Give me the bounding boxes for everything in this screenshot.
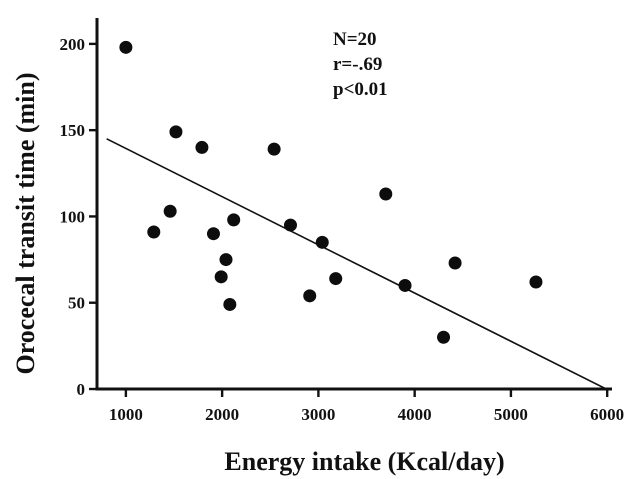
data-point [119, 40, 133, 54]
trendline-group [106, 138, 607, 390]
data-point [223, 297, 237, 311]
data-point [315, 235, 329, 249]
data-point [529, 275, 543, 289]
data-point [169, 125, 183, 139]
data-point [303, 289, 317, 303]
x-ticks: 1000 2000 3000 4000 5000 6000 [109, 389, 624, 424]
data-point [227, 213, 241, 227]
data-point [163, 204, 177, 218]
x-tick-label: 2000 [205, 405, 239, 424]
x-tick-label: 1000 [109, 405, 143, 424]
y-tick-label: 100 [60, 207, 86, 226]
data-point [379, 187, 393, 201]
data-point [267, 142, 281, 156]
stat-annotation: p<0.01 [333, 79, 388, 100]
data-point [219, 253, 233, 267]
x-tick-label: 5000 [494, 405, 528, 424]
y-tick-label: 0 [77, 380, 86, 399]
data-point [214, 270, 228, 284]
x-tick-label: 3000 [301, 405, 335, 424]
x-axis-label: Energy intake (Kcal/day) [224, 447, 504, 476]
data-point [398, 278, 412, 292]
trendline [106, 138, 607, 390]
y-tick-label: 50 [68, 294, 85, 313]
data-point [206, 227, 220, 241]
stat-annotation: N=20 [333, 29, 377, 50]
data-point [283, 218, 297, 232]
data-point [437, 330, 451, 344]
y-tick-label: 150 [60, 121, 86, 140]
data-point [147, 225, 161, 239]
annotations: N=20 r=-.69 p<0.01 [333, 29, 388, 100]
data-point [448, 256, 462, 270]
y-ticks: 0 50 100 150 200 [60, 35, 97, 399]
y-tick-label: 200 [60, 35, 86, 54]
x-tick-label: 6000 [590, 405, 624, 424]
axes [95, 18, 612, 391]
x-tick-label: 4000 [398, 405, 432, 424]
data-points [119, 40, 543, 344]
y-axis-label: Orocecal transit time (min) [11, 72, 40, 374]
stat-annotation: r=-.69 [333, 54, 382, 75]
data-point [195, 140, 209, 154]
data-point [329, 272, 343, 286]
